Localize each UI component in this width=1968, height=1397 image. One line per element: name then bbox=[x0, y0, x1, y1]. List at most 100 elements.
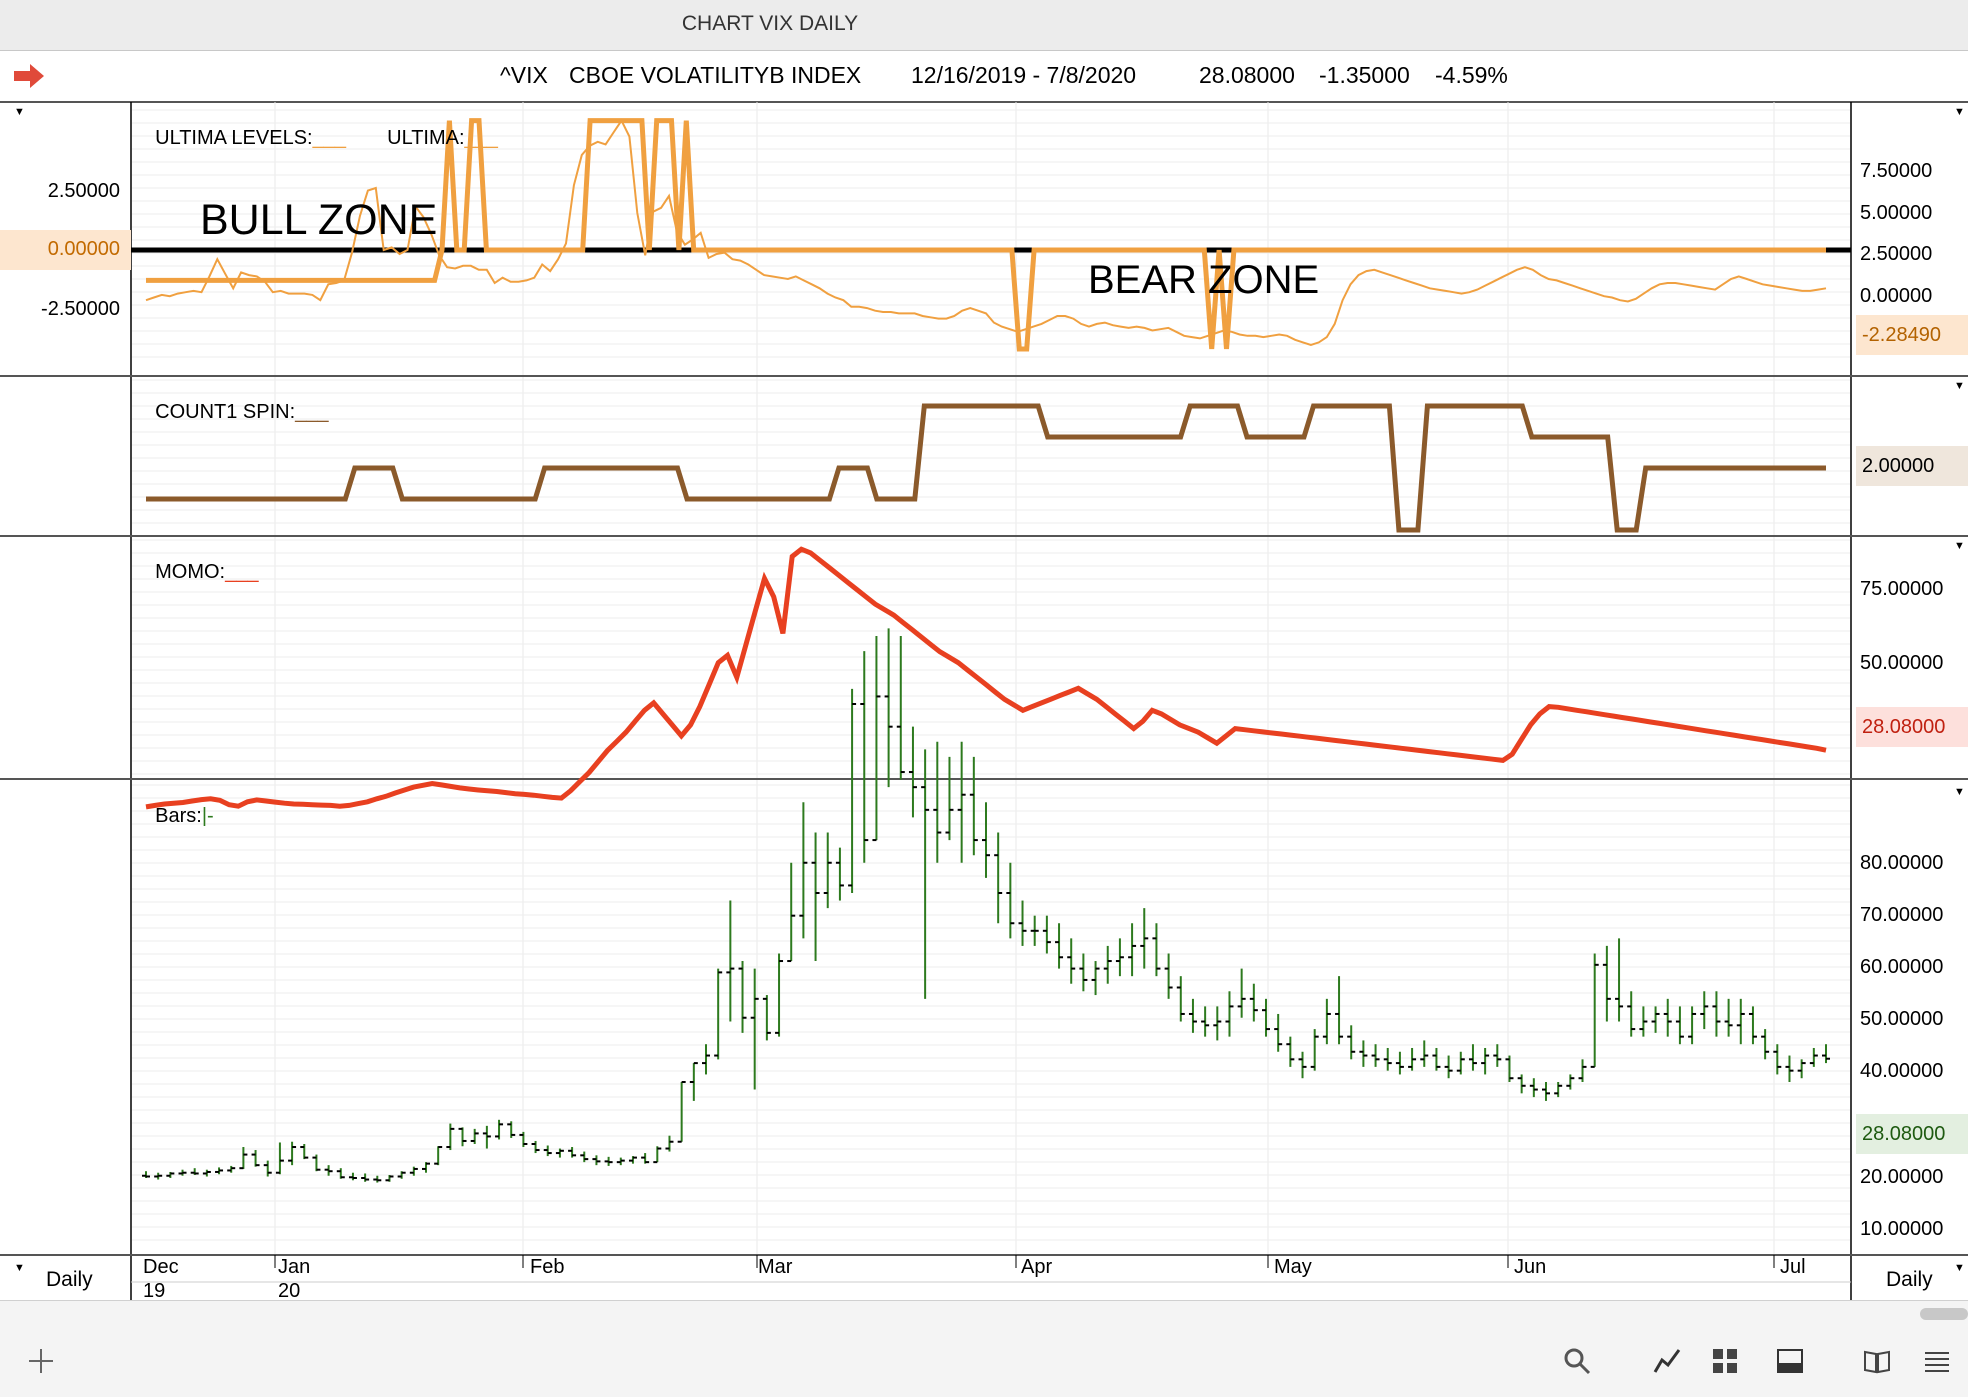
ohlc-bar bbox=[1688, 1006, 1697, 1045]
ohlc-bar bbox=[215, 1167, 224, 1175]
window-titlebar: CHART VIX DAILY bbox=[0, 0, 1968, 51]
price-change: -1.35000 bbox=[1319, 62, 1410, 88]
ohlc-bar bbox=[1809, 1047, 1818, 1067]
ohlc-bar bbox=[677, 1081, 686, 1143]
period-left[interactable]: Daily bbox=[46, 1268, 93, 1291]
ohlc-bar bbox=[1395, 1051, 1404, 1075]
ohlc-bar bbox=[689, 1062, 698, 1101]
period-menu-icon[interactable]: ▼ bbox=[1954, 1262, 1965, 1274]
period-right[interactable]: Daily bbox=[1886, 1268, 1933, 1291]
ohlc-bar bbox=[835, 847, 844, 901]
ohlc-bar bbox=[969, 756, 978, 856]
panel-menu-icon[interactable]: ▼ bbox=[1954, 786, 1965, 798]
bear-zone-label: BEAR ZONE bbox=[1088, 258, 1320, 302]
ohlc-bar bbox=[884, 628, 893, 788]
ohlc-bar bbox=[348, 1172, 357, 1181]
ohlc-bar bbox=[921, 749, 930, 999]
ohlc-bar bbox=[1748, 1006, 1757, 1045]
ohlc-bar bbox=[860, 651, 869, 863]
ohlc-bar bbox=[312, 1154, 321, 1172]
chart-area[interactable] bbox=[0, 102, 1968, 1300]
period-menu-icon[interactable]: ▼ bbox=[14, 1262, 25, 1274]
ohlc-bar bbox=[336, 1168, 345, 1179]
ohlc-bar bbox=[1529, 1078, 1538, 1098]
menu-icon[interactable] bbox=[1922, 1346, 1952, 1376]
panel-menu-icon[interactable]: ▼ bbox=[14, 106, 25, 118]
ultima-left-tick: 2.50000 bbox=[47, 180, 120, 202]
ohlc-bar bbox=[1773, 1044, 1782, 1075]
date-range: 12/16/2019 - 7/8/2020 bbox=[911, 62, 1137, 88]
search-icon[interactable] bbox=[1562, 1346, 1592, 1376]
ohlc-bar bbox=[275, 1142, 284, 1175]
ultima-series bbox=[145, 118, 1827, 347]
ohlc-bar bbox=[750, 968, 759, 1090]
x-year-label: 19 bbox=[143, 1280, 166, 1302]
momo-current-tag: 28.08000 bbox=[1856, 707, 1968, 747]
ohlc-bar bbox=[1712, 991, 1721, 1037]
ohlc-bar bbox=[823, 832, 832, 909]
ohlc-bar bbox=[872, 635, 881, 842]
ohlc-bar bbox=[470, 1128, 479, 1144]
ohlc-bar bbox=[982, 802, 990, 878]
ohlc-bar bbox=[1456, 1051, 1465, 1075]
bars-title: Bars:|- bbox=[155, 805, 214, 827]
ohlc-bar bbox=[385, 1174, 394, 1182]
ohlc-bar bbox=[1663, 998, 1672, 1037]
x-month-label: Apr bbox=[1021, 1256, 1053, 1278]
chart-line-icon[interactable] bbox=[1652, 1346, 1682, 1376]
ohlc-bar bbox=[896, 635, 905, 780]
ohlc-bar bbox=[1675, 1006, 1684, 1045]
ohlc-bar bbox=[1140, 908, 1149, 969]
x-month-label: May bbox=[1274, 1256, 1312, 1278]
panel-menu-icon[interactable]: ▼ bbox=[1954, 380, 1965, 392]
ohlc-bar bbox=[1566, 1074, 1575, 1090]
ohlc-bar bbox=[263, 1160, 272, 1177]
bottom-toolbar bbox=[0, 1300, 1968, 1397]
x-month-label: Jan bbox=[278, 1256, 311, 1278]
arrow-right-icon[interactable] bbox=[14, 64, 44, 88]
ohlc-bar bbox=[288, 1141, 297, 1166]
instrument-name: CBOE VOLATILITYB INDEX bbox=[569, 62, 862, 88]
ohlc-bar bbox=[1785, 1055, 1794, 1082]
ohlc-bar bbox=[1249, 983, 1258, 1022]
ohlc-bar bbox=[1408, 1047, 1417, 1071]
momo-right-tick: 50.00000 bbox=[1860, 652, 1944, 674]
bars-current-tag: 28.08000 bbox=[1856, 1114, 1968, 1154]
count1-spin-series bbox=[146, 403, 1826, 533]
ohlc-bar bbox=[373, 1175, 382, 1183]
ohlc-bar bbox=[1590, 953, 1599, 1068]
count1-spin-line bbox=[146, 403, 1826, 533]
horizontal-scrollbar[interactable] bbox=[1920, 1308, 1968, 1320]
ohlc-bar bbox=[1371, 1044, 1380, 1067]
ultima-levels-series bbox=[146, 118, 1826, 352]
book-icon[interactable] bbox=[1862, 1346, 1892, 1376]
ohlc-bar bbox=[1201, 1006, 1210, 1037]
ohlc-bar bbox=[848, 688, 857, 893]
ultima-zero-tag bbox=[0, 230, 131, 270]
ohlc-bar bbox=[1176, 976, 1185, 1022]
ohlc-bar bbox=[507, 1121, 516, 1138]
ohlc-bar bbox=[1310, 1029, 1319, 1071]
ohlc-bar bbox=[665, 1135, 674, 1152]
panel-menu-icon[interactable]: ▼ bbox=[1954, 106, 1965, 118]
ohlc-bar bbox=[166, 1171, 175, 1179]
panel-menu-icon[interactable]: ▼ bbox=[1954, 540, 1965, 552]
bars-right-tick: 80.00000 bbox=[1860, 852, 1944, 874]
grid-layout-icon[interactable] bbox=[1710, 1346, 1740, 1376]
add-icon[interactable] bbox=[26, 1346, 56, 1376]
panel-layout-icon[interactable] bbox=[1775, 1346, 1805, 1376]
ohlc-bar bbox=[1274, 1013, 1283, 1052]
ohlc-bar bbox=[1103, 945, 1112, 984]
bars-right-tick: 70.00000 bbox=[1860, 904, 1944, 926]
ohlc-bar bbox=[1481, 1047, 1490, 1075]
ohlc-bar bbox=[1286, 1036, 1295, 1067]
ultima-right-tick: 5.00000 bbox=[1860, 202, 1933, 224]
ohlc-bar bbox=[738, 961, 747, 1033]
ohlc-bar bbox=[592, 1155, 601, 1166]
ohlc-bar bbox=[1517, 1074, 1526, 1094]
ohlc-bar bbox=[1018, 900, 1027, 946]
ohlc-bar bbox=[641, 1153, 650, 1164]
ohlc-bar bbox=[300, 1143, 309, 1160]
ohlc-bar bbox=[702, 1044, 710, 1075]
ohlc-bar bbox=[1761, 1029, 1770, 1060]
